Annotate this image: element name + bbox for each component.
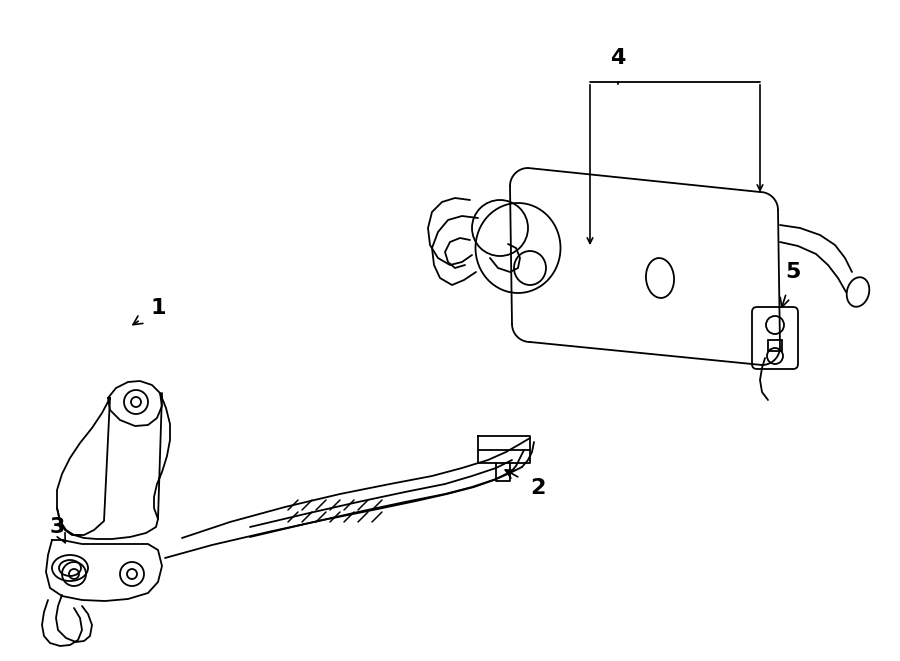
Text: 2: 2 — [505, 470, 545, 498]
Text: 4: 4 — [610, 48, 626, 68]
Text: 3: 3 — [50, 517, 65, 543]
Text: 5: 5 — [780, 262, 801, 307]
Text: 1: 1 — [133, 298, 166, 325]
